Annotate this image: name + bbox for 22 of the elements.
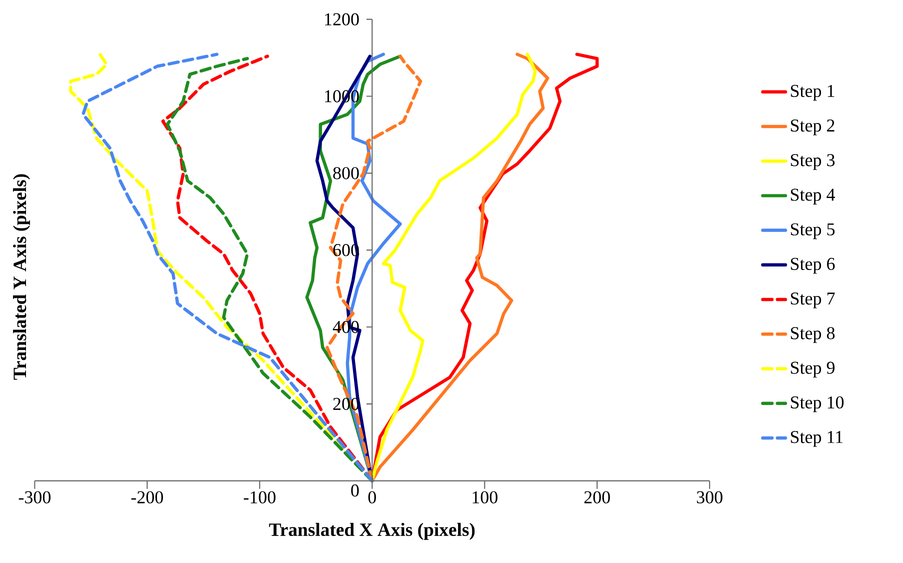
x-tick-label: -200 [131, 491, 163, 504]
legend-label: Step 3 [790, 154, 835, 170]
legend-label: Step 8 [790, 327, 835, 343]
y-tick-label: 1200 [325, 13, 359, 26]
y-tick-label: 800 [333, 167, 359, 180]
legend-label: Step 4 [790, 188, 835, 205]
legend-label: Step 10 [790, 396, 844, 412]
x-tick-label: -300 [18, 491, 51, 504]
legend-label: Step 6 [790, 258, 835, 274]
legend-label: Step 9 [790, 362, 835, 378]
legend-label: Step 11 [790, 431, 843, 447]
legend-label: Step 1 [790, 84, 834, 101]
y-axis-title: Translated Y Axis (pixels) [13, 174, 30, 380]
x-tick-label: 0 [368, 491, 376, 504]
x-tick-label: 100 [472, 491, 498, 504]
legend-label: Step 5 [790, 223, 835, 240]
x-tick-label: 300 [696, 491, 722, 504]
legend-label: Step 7 [790, 292, 835, 308]
x-axis-title: Translated X Axis (pixels) [269, 522, 475, 540]
legend-label: Step 2 [790, 120, 834, 136]
x-tick-label: -100 [244, 491, 276, 504]
x-tick-label: 200 [584, 491, 610, 504]
